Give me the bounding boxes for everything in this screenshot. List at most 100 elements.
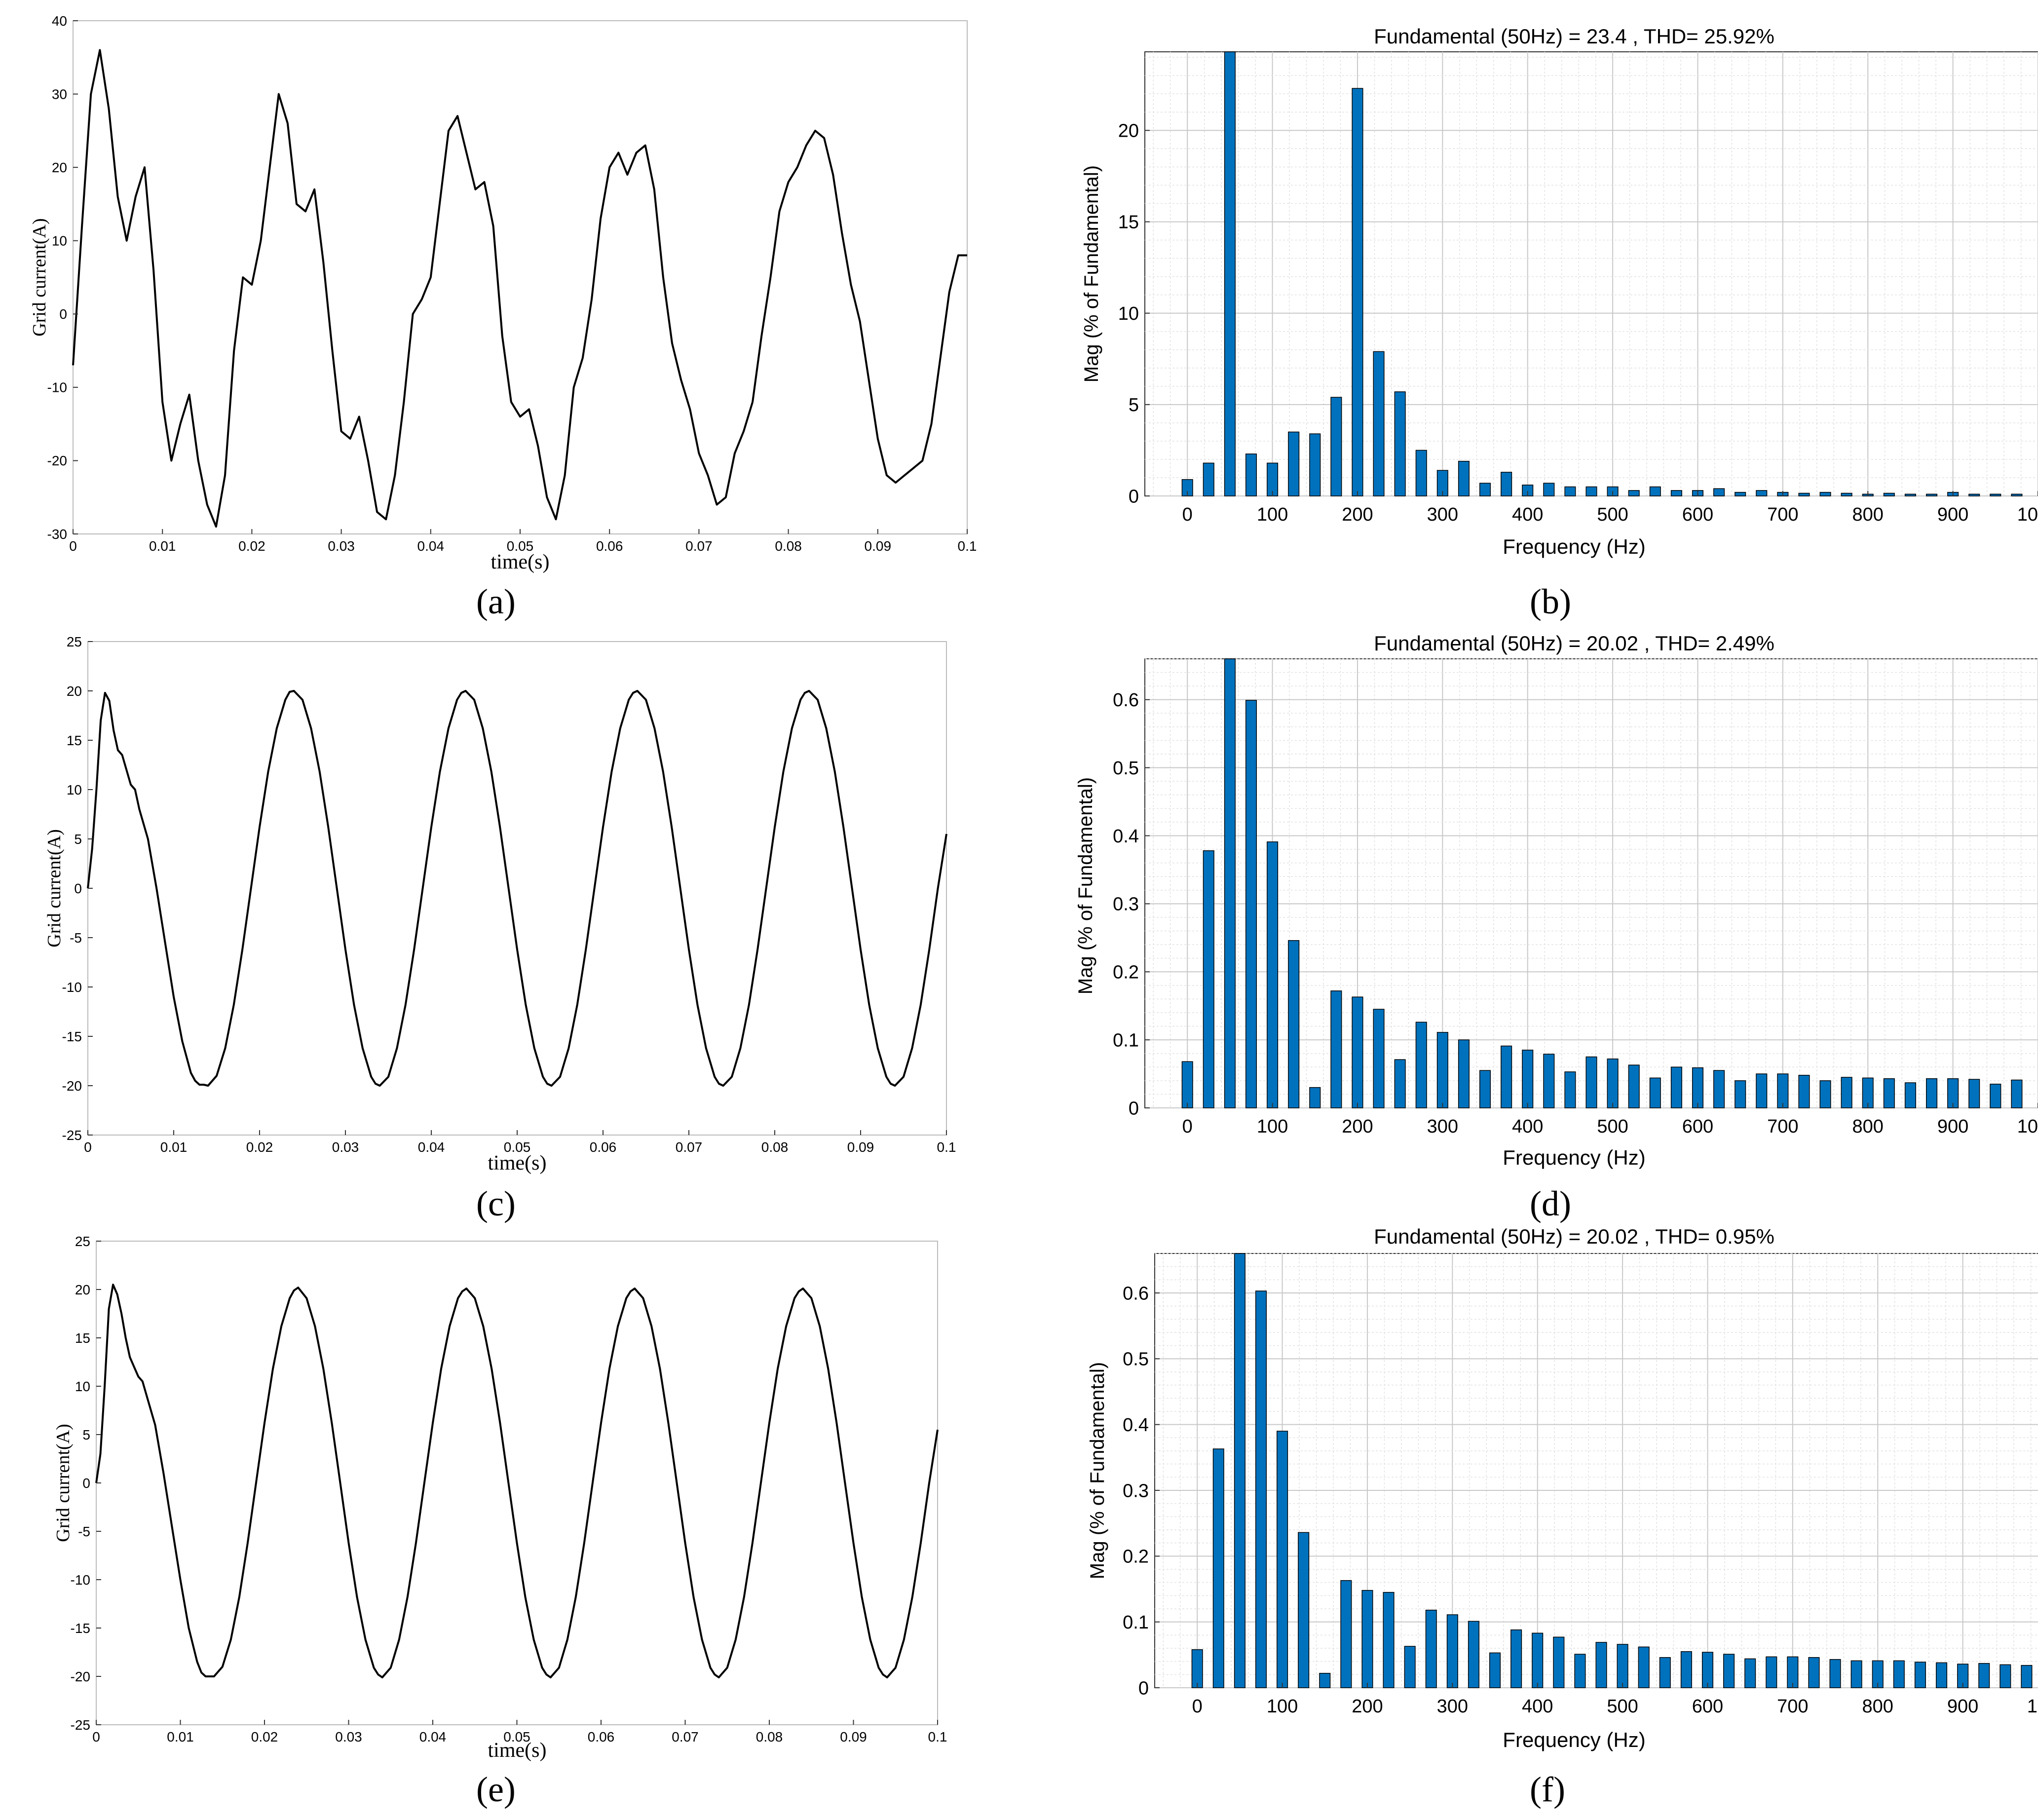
bar-950hz [2000,1664,2011,1688]
x-tick-label: 0.09 [865,538,892,554]
bar-675hz [1766,1656,1777,1688]
bar-350hz [1479,483,1491,496]
x-axis-label: time(s) [488,1152,547,1175]
x-tick-label: 0.03 [335,1729,362,1744]
bar-400hz [1522,1050,1534,1108]
y-tick-label: 0.1 [1123,1612,1149,1633]
plot-frame [1144,658,2038,1108]
y-tick-label: 10 [1118,303,1139,324]
bar-475hz [1595,1642,1607,1688]
x-tick-label: 900 [1937,1116,1968,1137]
bar-625hz [1713,488,1725,496]
y-tick-label: 10 [67,782,82,797]
x-tick-label: 0.06 [596,538,623,554]
x-tick-label: 600 [1682,1116,1713,1137]
bar-875hz [1926,493,1938,496]
bar-50hz [1224,658,1236,1108]
x-tick-label: 0.07 [676,1139,703,1155]
x-tick-label: 400 [1522,1696,1553,1717]
plot-frame [73,20,968,534]
bar-450hz [1574,1654,1586,1688]
y-tick-label: 20 [1118,121,1139,142]
grid-lines [1145,52,2038,496]
y-tick-label: 0.2 [1113,962,1139,983]
x-tick-label: 500 [1597,504,1628,525]
x-tick-label: 700 [1767,504,1798,525]
y-tick-label: 0.4 [1123,1415,1149,1436]
bar-250hz [1404,1646,1416,1688]
bar-525hz [1628,490,1640,496]
x-tick-label: 0 [1192,1696,1203,1717]
panel-label-b: (b) [1530,582,1571,621]
x-tick-label: 200 [1342,504,1373,525]
bar-725hz [1808,1657,1820,1688]
bar-325hz [1458,1039,1470,1108]
bar-225hz [1373,351,1385,496]
bar-825hz [1893,1660,1905,1688]
y-axis-label: Mag (% of Fundamental) [1081,165,1102,382]
x-tick-label: 200 [1352,1696,1383,1717]
x-tick-label: 800 [1862,1696,1893,1717]
bar-850hz [1914,1662,1926,1688]
y-tick-label: -5 [70,930,82,946]
series-line-grid-current [72,49,967,528]
bar-550hz [1649,486,1661,496]
bar-750hz [1829,1659,1841,1688]
y-tick-label: 5 [1129,395,1139,416]
grid-lines [1155,1253,2038,1688]
bar-200hz [1352,996,1363,1108]
x-tick-label: 100 [1257,504,1288,525]
x-axis-label: Frequency (Hz) [1503,1146,1645,1169]
y-axis-label: Grid current(A) [29,218,50,337]
x-tick-label: 500 [1607,1696,1638,1717]
bar-975hz [2011,1079,2023,1108]
y-tick-label: 5 [82,1427,90,1442]
x-tick-label: 0.07 [672,1729,699,1744]
x-tick-label: 0.05 [503,1729,530,1744]
bar-225hz [1383,1592,1395,1688]
x-tick-label: 0.01 [149,538,176,554]
x-tick-label: 300 [1437,1696,1468,1717]
bar-975hz [2011,493,2023,496]
x-tick-label: 0 [1182,1116,1193,1137]
bar-450hz [1564,486,1576,496]
y-tick-label: 40 [52,13,67,29]
bar-925hz [1968,493,1980,496]
bars-layer [1181,51,2023,496]
x-tick-label: 0.04 [418,1139,445,1155]
bar-375hz [1501,1045,1512,1108]
bar-0hz [1191,1649,1203,1688]
y-tick-label: 0.3 [1113,894,1139,915]
y-tick-label: 25 [67,634,82,649]
bar-675hz [1756,490,1768,496]
bar-325hz [1458,460,1470,496]
panel-label-f: (f) [1530,1770,1565,1809]
x-tick-label: 0 [84,1139,92,1155]
x-tick-label: 800 [1852,1116,1884,1137]
y-tick-label: -20 [47,453,67,468]
x-tick-label: 900 [1947,1696,1978,1717]
x-tick-label: 0.09 [840,1729,867,1744]
bar-600hz [1692,1067,1704,1108]
x-tick-label: 600 [1692,1696,1723,1717]
chart-title: Fundamental (50Hz) = 20.02 , THD= 2.49% [1374,632,1774,655]
bar-550hz [1649,1077,1661,1108]
y-tick-label: -15 [62,1029,82,1044]
x-tick-label: 700 [1777,1696,1808,1717]
bar-275hz [1415,1022,1427,1108]
bar-775hz [1850,1660,1862,1688]
bar-500hz [1607,1058,1619,1108]
x-tick-label: 300 [1427,1116,1458,1137]
y-tick-label: 0.2 [1123,1547,1149,1567]
bar-0hz [1181,1061,1193,1108]
x-tick-label: 500 [1597,1116,1628,1137]
bar-200hz [1361,1590,1373,1688]
axis-ticks: 0 0.01 0.02 0.03 0.04 0.05 0.06 0.07 0.08 0.09 0.1… [47,13,977,554]
bar-300hz [1436,1032,1448,1108]
bar-650hz [1744,1658,1756,1688]
x-tick-label: 0.05 [507,538,534,554]
x-tick-label: 100 [1267,1696,1298,1717]
